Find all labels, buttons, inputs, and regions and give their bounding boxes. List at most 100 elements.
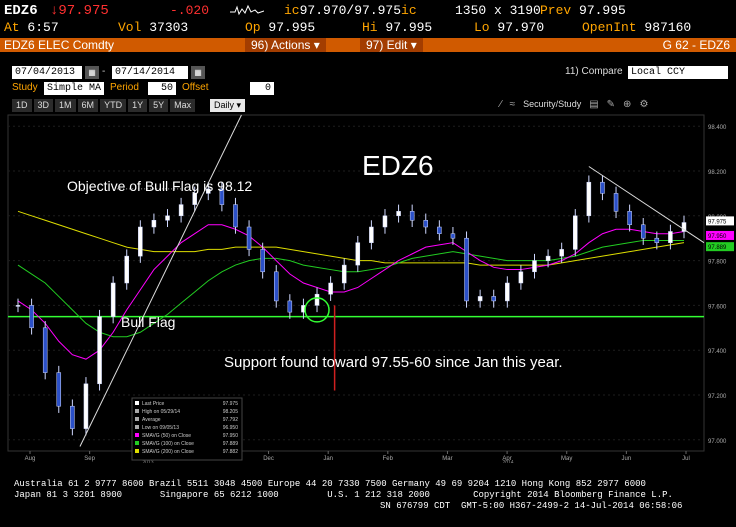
period-button-ytd[interactable]: YTD: [100, 99, 127, 112]
study-label: Study: [12, 82, 38, 93]
price-candle: [314, 293, 320, 306]
calendar-icon[interactable]: ▦: [191, 66, 205, 79]
legend-value: 97.950: [223, 433, 239, 439]
x-tick-label: May: [561, 456, 572, 462]
calendar-icon[interactable]: ▦: [85, 66, 99, 79]
period-button-1d[interactable]: 1D: [12, 99, 32, 112]
price-change: -.020: [170, 3, 210, 18]
line-tool-icon[interactable]: ∕: [500, 99, 502, 110]
y-tick-label: 97.000: [708, 439, 727, 445]
period-button-max[interactable]: Max: [170, 99, 196, 112]
price-candle: [396, 211, 401, 217]
price-candle: [56, 372, 62, 407]
legend-value: 97.792: [223, 417, 239, 423]
footer-line-3: SN 676799 CDT GMT-5:00 H367-2499-2 14-Ju…: [380, 501, 683, 511]
actions-menu[interactable]: 96) Actions ▾: [245, 38, 326, 52]
series-line-sma50: [17, 224, 685, 360]
price-candle: [600, 181, 605, 194]
time: At 6:57: [4, 20, 59, 35]
offset-input[interactable]: 0: [250, 82, 274, 95]
price-candle: [491, 296, 496, 302]
start-date-input[interactable]: 07/04/2013: [12, 66, 82, 79]
edit-menu[interactable]: 97) Edit ▾: [360, 38, 423, 52]
legend-swatch: [135, 401, 139, 405]
period-buttons: 1D 3D 1M 6M YTD 1Y 5Y Max: [12, 99, 197, 112]
x-tick-label: Jun: [622, 456, 632, 462]
sma100-badge: [706, 242, 734, 252]
security-bar: EDZ6 ELEC Comdty 96) Actions ▾ 97) Edit …: [0, 38, 736, 52]
price-candle: [42, 327, 48, 373]
price-candle: [110, 282, 116, 317]
last-price: ↓97.975: [50, 3, 109, 19]
price-candle: [518, 271, 524, 284]
legend-swatch: [135, 417, 139, 421]
legend-swatch: [135, 409, 139, 413]
period-button-6m[interactable]: 6M: [77, 99, 99, 112]
price-candle: [233, 204, 238, 228]
price-candle: [464, 237, 469, 302]
security-study-button[interactable]: Security/Study: [523, 99, 582, 109]
page-id: G 62 - EDZ6: [662, 38, 730, 52]
y-tick-label: 97.800: [708, 260, 727, 266]
price-candle: [545, 255, 551, 261]
price-candle: [287, 300, 293, 313]
frequency-select[interactable]: Daily ▾: [210, 99, 246, 112]
x-tick-label: Sep: [84, 456, 95, 462]
low: Lo 97.970: [474, 20, 545, 35]
period-label: Period: [110, 82, 139, 93]
period-button-3d[interactable]: 3D: [33, 99, 54, 112]
settings-icon[interactable]: ⚙: [639, 99, 649, 110]
price-candle: [382, 215, 388, 228]
footer-line-1: Australia 61 2 9777 8600 Brazil 5511 304…: [14, 479, 646, 489]
end-date-input[interactable]: 07/14/2014: [112, 66, 188, 79]
price-chart[interactable]: 98.40098.20098.00097.80097.60097.40097.2…: [0, 113, 736, 463]
price-candle: [559, 249, 564, 257]
support-circle: [304, 297, 330, 323]
annotation-objective: Objective of Bull Flag is 98.12: [67, 178, 252, 194]
x-tick-label: Dec: [263, 456, 274, 462]
ticker: EDZ6: [4, 3, 38, 19]
series-line-sma100: [17, 239, 684, 338]
compare-select[interactable]: Local CCY: [628, 66, 728, 79]
price-candle: [83, 383, 89, 429]
x-tick-label: Jul: [682, 456, 690, 462]
price-candle: [437, 226, 442, 234]
trend-tool-icon[interactable]: ≈: [509, 99, 516, 110]
legend-swatch: [135, 449, 139, 453]
price-candle: [124, 255, 129, 284]
chart-tools: ∕ ≈ Security/Study ▤ ✎ ⊕ ⚙: [500, 99, 648, 110]
price-candle: [532, 260, 537, 273]
legend-label: SMAVG (50) on Close: [142, 433, 191, 439]
legend-box: [131, 397, 243, 461]
security-name: EDZ6 ELEC Comdty: [4, 38, 115, 52]
period-input[interactable]: 50: [148, 82, 176, 95]
plot-frame: [7, 114, 705, 452]
period-button-5y[interactable]: 5Y: [149, 99, 169, 112]
y-tick-label: 97.200: [708, 394, 727, 400]
price-candle: [369, 226, 374, 243]
zoom-icon[interactable]: ⊕: [623, 99, 632, 110]
sma100-badge-text: 97.889: [708, 245, 727, 251]
price-candle: [586, 181, 592, 217]
period-toolbar: 1D 3D 1M 6M YTD 1Y 5Y Max Daily ▾ ∕ ≈ Security/…: [0, 99, 736, 112]
study-select[interactable]: Simple MA: [44, 82, 104, 95]
edit-icon[interactable]: ✎: [606, 99, 616, 110]
period-button-1m[interactable]: 1M: [55, 99, 76, 112]
legend-value: 97.889: [223, 441, 239, 447]
volume: Vol 37303: [118, 20, 189, 35]
legend-swatch: [135, 425, 139, 429]
period-button-1y[interactable]: 1Y: [128, 99, 148, 112]
open: Op 97.995: [245, 20, 316, 35]
legend-label: Average: [142, 417, 161, 423]
price-candle: [273, 271, 279, 302]
offset-label: Offset: [182, 82, 209, 93]
legend-label: High on 05/29/14: [142, 409, 180, 415]
chart-icon[interactable]: ▤: [589, 99, 599, 110]
price-candle: [246, 226, 252, 250]
legend-value: 96.950: [223, 425, 239, 431]
price-candle: [668, 231, 673, 243]
price-candle: [178, 204, 184, 217]
prev: Prev 97.995: [540, 3, 626, 18]
date-range-bar: 07/04/2013 ▦ - 07/14/2014 ▦ 11) Compare …: [0, 66, 736, 81]
y-tick-label: 97.400: [708, 349, 727, 355]
